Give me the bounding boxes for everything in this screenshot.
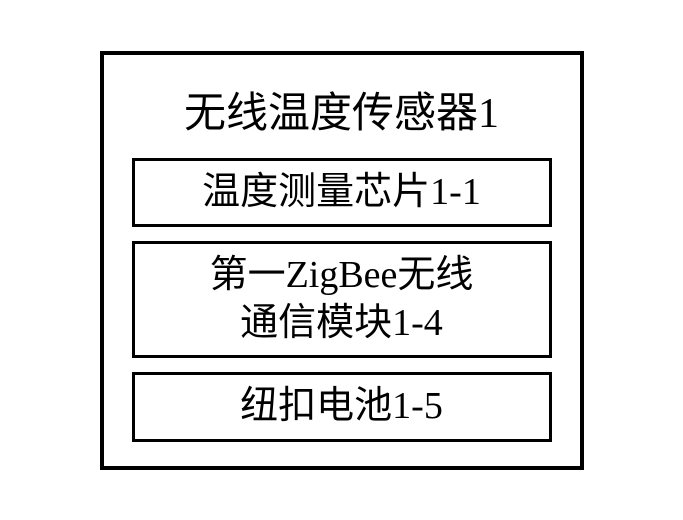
diagram-title: 无线温度传感器1	[184, 73, 499, 144]
component-label: 第一ZigBee无线通信模块1-4	[210, 252, 474, 347]
component-label: 纽扣电池1-5	[240, 383, 443, 431]
diagram-container: 无线温度传感器1 温度测量芯片1-1 第一ZigBee无线通信模块1-4 纽扣电…	[100, 51, 584, 470]
component-box-2: 纽扣电池1-5	[132, 372, 552, 442]
component-label: 温度测量芯片1-1	[202, 169, 481, 217]
component-box-1: 第一ZigBee无线通信模块1-4	[132, 241, 552, 358]
component-box-0: 温度测量芯片1-1	[132, 158, 552, 228]
